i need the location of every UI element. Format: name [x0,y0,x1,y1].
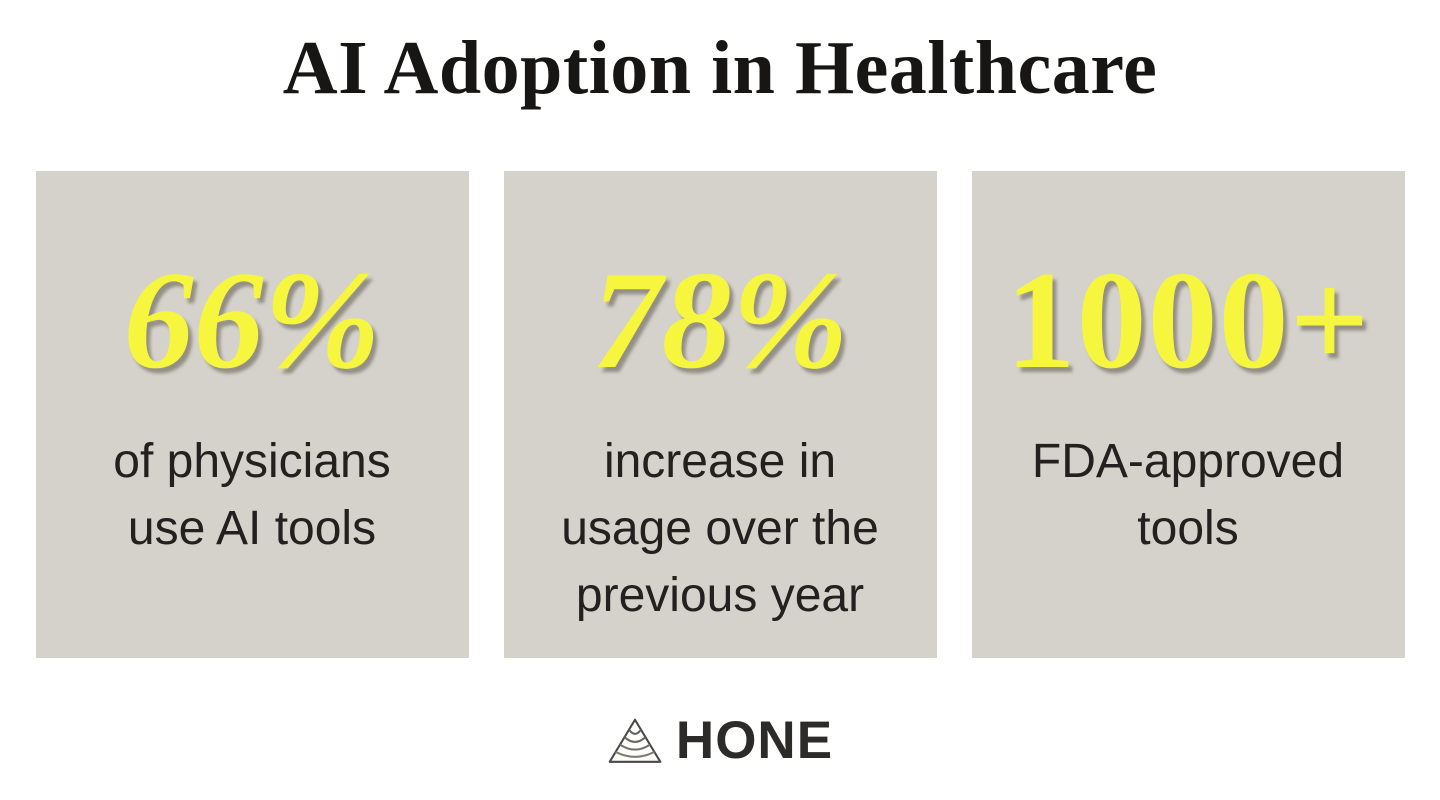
brand-footer: HONE [0,714,1440,767]
page-title: AI Adoption in Healthcare [282,26,1158,110]
stat-description: increase in usage over the previous year [561,435,879,623]
stats-row: 66% of physicians use AI tools 78% incre… [0,171,1440,659]
layered-triangle-icon [607,717,663,765]
stat-card-physicians: 66% of physicians use AI tools [35,171,469,659]
stat-description: FDA-approved tools [1031,435,1345,556]
stat-value: 78% [591,243,849,399]
stat-value: 1000+ [1005,243,1371,399]
stat-value: 66% [123,243,381,399]
stat-card-fda-tools: 1000+ FDA-approved tools [971,171,1405,659]
stat-description: of physicians use AI tools [113,435,391,556]
stat-card-usage-increase: 78% increase in usage over the previous … [503,171,937,659]
brand-name: HONE [675,711,834,771]
